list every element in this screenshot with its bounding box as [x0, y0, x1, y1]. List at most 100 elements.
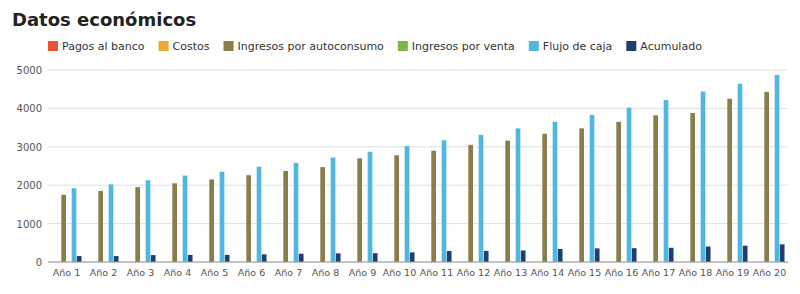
bar — [331, 158, 336, 262]
x-tick-label: Año 2 — [90, 267, 117, 278]
y-tick-label: 1000 — [17, 219, 42, 230]
x-tick-label: Año 7 — [275, 267, 302, 278]
legend-label: Costos — [173, 40, 210, 53]
legend-swatch — [529, 41, 539, 51]
bar — [664, 100, 669, 262]
x-tick-label: Año 5 — [201, 267, 228, 278]
bar — [484, 251, 489, 262]
bar — [405, 146, 410, 262]
bar — [373, 253, 378, 262]
grid-line — [48, 223, 788, 224]
bars — [61, 75, 784, 262]
legend-item: Acumulado — [626, 40, 702, 53]
grid-line — [48, 185, 788, 186]
legend-swatch — [626, 41, 636, 51]
bar — [447, 251, 452, 262]
x-tick-label: Año 4 — [164, 267, 191, 278]
bar — [701, 92, 706, 262]
bar — [479, 135, 484, 262]
legend-swatch — [48, 41, 58, 51]
x-tick-label: Año 3 — [127, 267, 154, 278]
bar — [521, 250, 526, 262]
bar — [431, 151, 436, 262]
bar — [743, 246, 748, 262]
bar — [775, 75, 780, 262]
bar — [368, 152, 373, 262]
legend-item: Ingresos por venta — [398, 40, 515, 53]
bar — [209, 179, 214, 262]
chart: Datos económicos010002000300040005000Año… — [0, 0, 800, 294]
bar — [653, 115, 658, 262]
y-tick-label: 3000 — [17, 142, 42, 153]
bar — [246, 175, 251, 262]
x-tick-label: Año 11 — [420, 267, 453, 278]
bar — [257, 167, 262, 262]
bar — [669, 248, 674, 262]
bar — [61, 195, 66, 262]
y-tick-label: 5000 — [17, 65, 42, 76]
bar — [146, 180, 151, 262]
legend-swatch — [398, 41, 408, 51]
bar — [780, 244, 785, 262]
grid-line — [48, 108, 788, 109]
x-tick-label: Año 13 — [494, 267, 527, 278]
bar — [595, 248, 600, 262]
bar — [764, 92, 769, 262]
x-tick-label: Año 18 — [679, 267, 712, 278]
x-tick-label: Año 6 — [238, 267, 265, 278]
bar — [590, 115, 595, 262]
legend-swatch — [159, 41, 169, 51]
x-tick-label: Año 14 — [531, 267, 564, 278]
bar — [220, 172, 225, 262]
legend-label: Ingresos por venta — [412, 40, 515, 53]
bar — [114, 256, 119, 262]
x-tick-label: Año 10 — [383, 267, 416, 278]
bar — [172, 183, 177, 262]
bar — [738, 84, 743, 262]
bar — [627, 108, 632, 262]
bar — [558, 249, 563, 262]
bar — [225, 255, 230, 262]
bar — [394, 155, 399, 262]
x-tick-label: Año 16 — [605, 267, 638, 278]
x-axis-line — [48, 262, 788, 263]
bar — [542, 134, 547, 262]
legend-swatch — [224, 41, 234, 51]
x-tick-label: Año 19 — [716, 267, 749, 278]
bar — [188, 255, 193, 262]
bar — [468, 145, 473, 262]
bar — [616, 122, 621, 262]
bar — [727, 99, 732, 262]
legend: Pagos al bancoCostosIngresos por autocon… — [48, 40, 702, 53]
bar — [690, 113, 695, 262]
bar — [579, 128, 584, 262]
bar — [553, 122, 558, 262]
grid-line — [48, 70, 788, 71]
bar — [516, 128, 521, 262]
grid-line — [48, 146, 788, 147]
x-tick-label: Año 15 — [568, 267, 601, 278]
bar — [135, 187, 140, 262]
x-axis: Año 1Año 2Año 3Año 4Año 5Año 6Año 7Año 8… — [48, 262, 788, 278]
bar — [442, 140, 447, 262]
y-axis: 010002000300040005000 — [17, 65, 788, 268]
bar — [72, 188, 77, 262]
bar — [283, 171, 288, 262]
bar — [262, 254, 267, 262]
legend-item: Costos — [159, 40, 210, 53]
y-tick-label: 2000 — [17, 180, 42, 191]
grid-line — [48, 262, 788, 263]
x-tick-label: Año 17 — [642, 267, 675, 278]
x-tick-label: Año 1 — [53, 267, 80, 278]
legend-label: Flujo de caja — [543, 40, 612, 53]
legend-label: Acumulado — [640, 40, 702, 53]
bar — [410, 252, 415, 262]
title: Datos económicos — [12, 9, 196, 30]
y-tick-label: 4000 — [17, 103, 42, 114]
bar — [98, 191, 103, 262]
x-tick-label: Año 20 — [753, 267, 786, 278]
legend-item: Ingresos por autoconsumo — [224, 40, 385, 53]
bar — [336, 253, 341, 262]
legend-item: Flujo de caja — [529, 40, 612, 53]
bar — [505, 141, 510, 262]
